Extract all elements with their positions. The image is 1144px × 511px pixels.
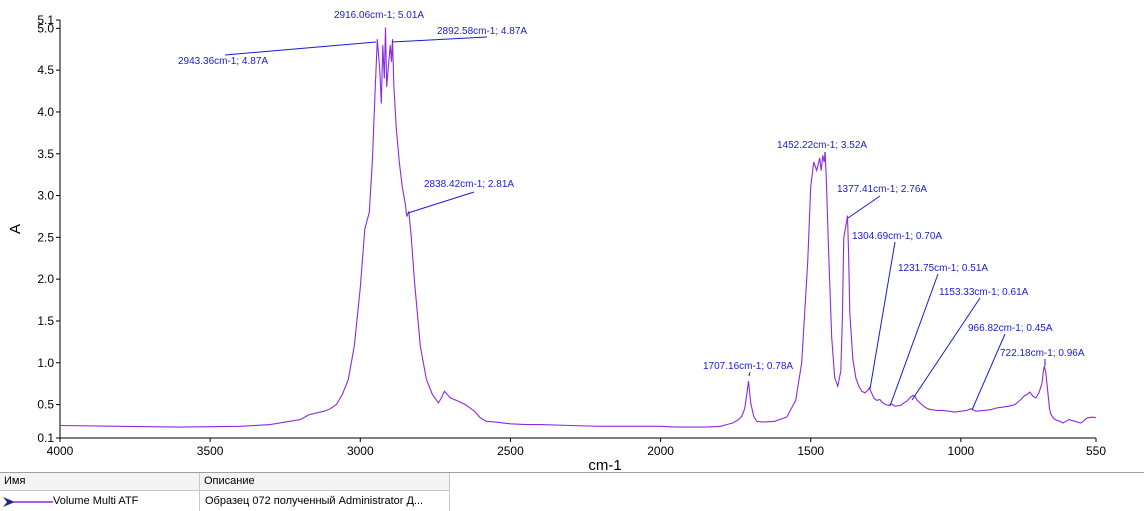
x-tick-label: 3500: [197, 444, 224, 458]
peak-label: 1304.69cm-1; 0.70A: [852, 231, 942, 242]
arrow-marker-icon: [3, 497, 53, 507]
peak-leader-line: [911, 297, 981, 401]
peak-leader-line: [224, 41, 377, 56]
x-axis-title: cm-1: [588, 457, 621, 472]
peak-leader-line: [407, 191, 475, 214]
y-tick-label: 5.0: [37, 21, 54, 35]
y-tick-label: 5.1: [37, 13, 54, 27]
peak-leader-line: [869, 241, 896, 390]
legend-header-description-label: Описание: [204, 475, 255, 487]
y-tick-label: 2.5: [37, 230, 54, 244]
series-line: [59, 27, 1097, 428]
x-tick-label: 1500: [797, 444, 824, 458]
x-tick-label: 2000: [647, 444, 674, 458]
peak-label: 2916.06cm-1; 5.01A: [334, 10, 424, 21]
y-axis-title: A: [7, 224, 24, 234]
peak-label: 722.18cm-1; 0.96A: [1000, 348, 1085, 359]
peak-label: 2892.58cm-1; 4.87A: [437, 26, 527, 37]
x-tick-label: 3000: [347, 444, 374, 458]
peak-leader-line: [391, 36, 488, 43]
legend-row-series[interactable]: Volume Multi ATF: [0, 492, 199, 511]
column-divider[interactable]: [449, 473, 450, 511]
legend-header-description[interactable]: Описание: [200, 473, 449, 491]
peak-label: 1231.75cm-1; 0.51A: [898, 263, 988, 274]
spectrum-plot: 5.15.0 4.5 4.0 3.5 3.0 2.5 2.0 1.5 1.0 0.5 0.14000…: [7, 10, 1106, 472]
legend-header-name-label: Имя: [4, 475, 26, 487]
legend-series-description: Образец 072 полученный Administrator Д..…: [205, 495, 424, 507]
peak-label: 1153.33cm-1; 0.61A: [939, 287, 1029, 298]
peak-label: 2943.36cm-1; 4.87A: [178, 56, 268, 67]
legend-table: Имя Описание Volume Multi ATF Образец 07…: [0, 472, 1144, 511]
peak-label: 1452.22cm-1; 3.52A: [777, 140, 867, 151]
y-tick-label: 3.5: [37, 147, 54, 161]
peak-leader-line: [847, 195, 881, 219]
legend-row-description: Образец 072 полученный Administrator Д..…: [205, 492, 449, 511]
peak-label: 1707.16cm-1; 0.78A: [703, 361, 793, 372]
x-tick-label: 4000: [47, 444, 74, 458]
legend-header-name[interactable]: Имя: [0, 473, 199, 491]
x-tick-label: 550: [1086, 444, 1106, 458]
y-tick-label: 3.0: [37, 189, 54, 203]
peak-label: 966.82cm-1; 0.45A: [968, 323, 1053, 334]
peak-leader-line: [748, 371, 751, 377]
spectrum-chart: 5.1 5.0 4.5 4.0 3.5 3.0 2.5 2.0 1.5 1.0 0.5 0.1 4000…: [7, 10, 1106, 472]
legend-series-name: Volume Multi ATF: [53, 495, 139, 507]
y-tick-label: 4.0: [37, 105, 54, 119]
x-tick-label: 2500: [497, 444, 524, 458]
y-tick-label: 1.5: [37, 314, 54, 328]
y-tick-label: 2.0: [37, 272, 54, 286]
peak-label: 2838.42cm-1; 2.81A: [424, 179, 514, 190]
column-divider[interactable]: [199, 473, 200, 511]
y-tick-label: 4.5: [37, 63, 54, 77]
peak-leader-line: [889, 273, 939, 407]
x-tick-label: 1000: [948, 444, 975, 458]
y-tick-label: 1.0: [37, 356, 54, 370]
peak-label: 1377.41cm-1; 2.76A: [837, 184, 927, 195]
y-tick-label: 0.5: [37, 398, 54, 412]
y-tick-label: 0.1: [37, 431, 54, 445]
peak-leader-line: [971, 333, 1006, 411]
